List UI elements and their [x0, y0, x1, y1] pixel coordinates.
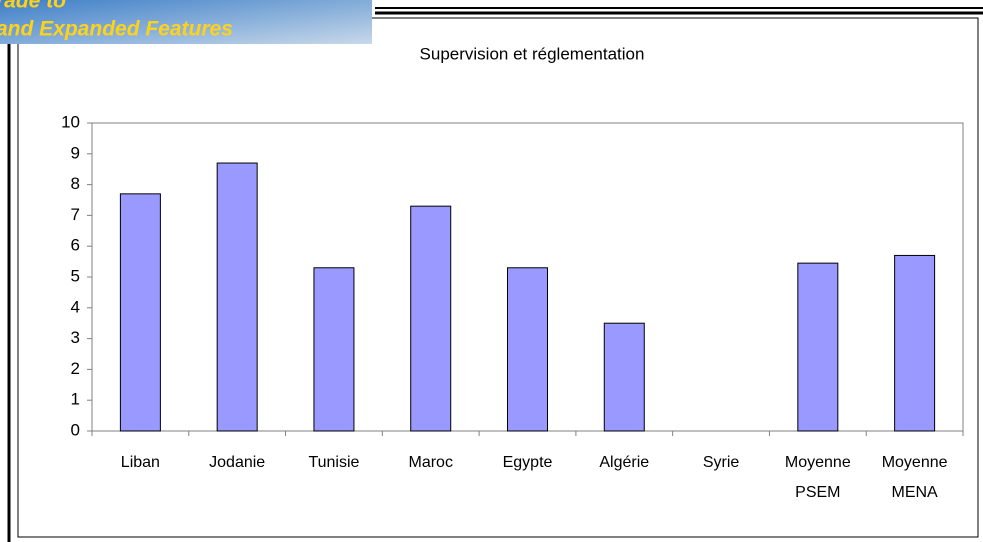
- bar: [216, 162, 258, 432]
- bar: [119, 193, 161, 432]
- banner: [0, 0, 372, 44]
- bar: [410, 205, 452, 432]
- bar: [313, 267, 355, 432]
- y-tick-label: 7: [71, 205, 80, 224]
- y-tick-label: 6: [71, 236, 80, 255]
- y-tick-label: 9: [71, 143, 80, 162]
- x-tick-label: Moyenne PSEM: [785, 454, 851, 501]
- x-tick-label: Egypte: [503, 454, 553, 471]
- x-tick-label: Maroc: [408, 454, 452, 471]
- y-tick-label: 1: [71, 390, 80, 409]
- bar: [797, 262, 839, 432]
- y-tick-label: 3: [71, 328, 80, 347]
- x-tick-label: Algérie: [599, 454, 649, 471]
- x-tick-label: Liban: [121, 454, 160, 471]
- chart-title: Supervision et réglementation: [420, 44, 645, 63]
- y-tick-label: 10: [61, 112, 80, 131]
- y-tick-label: 2: [71, 359, 80, 378]
- y-tick-label: 8: [71, 174, 80, 193]
- y-tick-label: 0: [71, 420, 80, 439]
- bar: [894, 254, 936, 432]
- banner-text: rade to: [0, 0, 66, 13]
- x-tick-label: Moyenne MENA: [882, 454, 948, 501]
- y-tick-label: 4: [71, 297, 80, 316]
- x-tick-label: Syrie: [703, 454, 740, 471]
- bar: [603, 322, 645, 432]
- bar: [507, 267, 548, 432]
- y-tick-label: 5: [71, 266, 80, 285]
- x-tick-label: Jodanie: [209, 454, 265, 471]
- banner-text: and Expanded Features: [0, 18, 233, 41]
- x-tick-label: Tunisie: [308, 454, 359, 471]
